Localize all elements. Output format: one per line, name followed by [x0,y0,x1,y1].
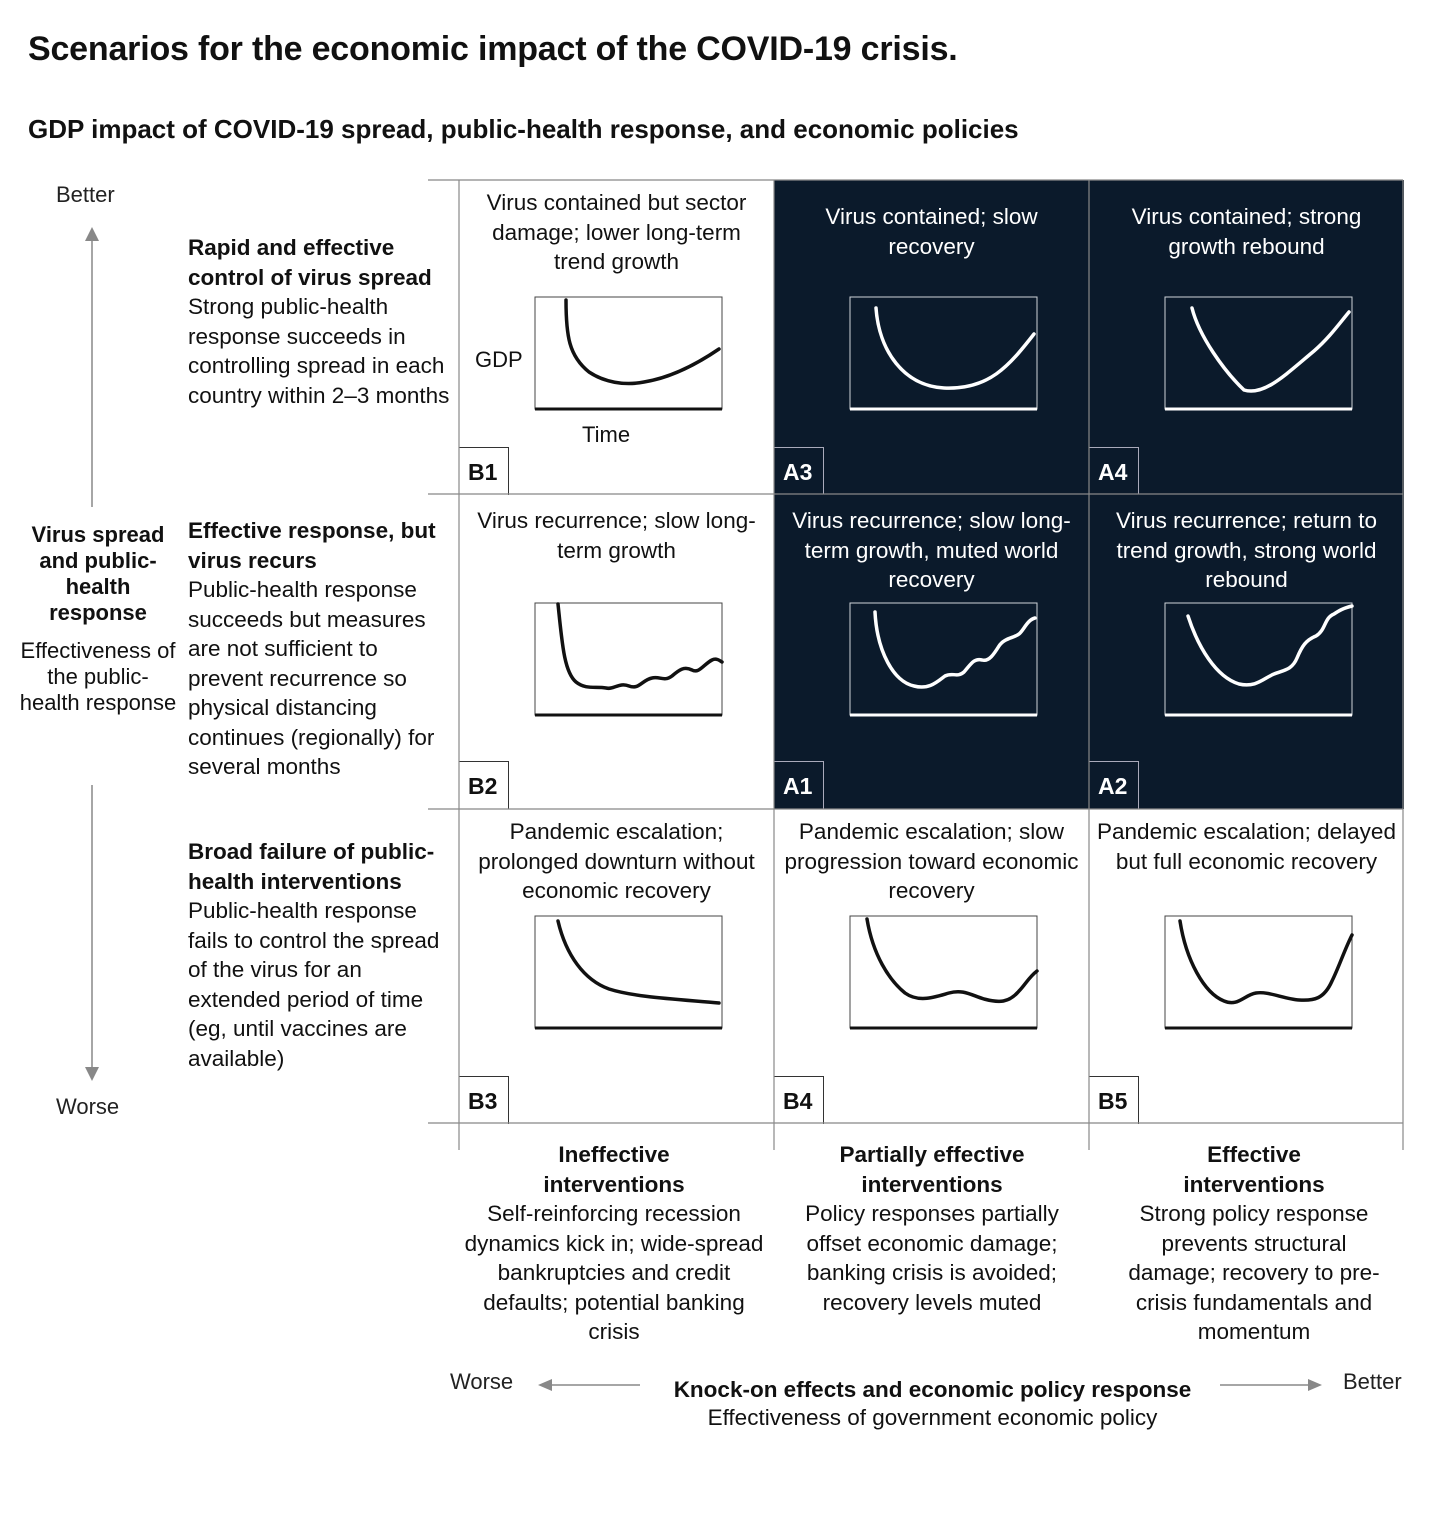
vertical-axis-top-label: Better [56,182,115,207]
vertical-axis-subtitle: Effectiveness of the public-health respo… [19,638,177,715]
vertical-axis-bottom-label: Worse [56,1094,120,1119]
scenario-code: B4 [774,1076,824,1124]
scenario-code: A4 [1089,447,1139,495]
scenario-cell-b2: Virus recurrence; slow long-term growth … [459,494,774,809]
scenario-code: A3 [774,447,824,495]
horizontal-axis-title: Knock-on effects and economic policy res… [673,1377,1192,1402]
scenario-caption: Virus recurrence; return to trend growth… [1116,508,1377,592]
scenario-caption: Virus contained but sector damage; lower… [486,190,747,274]
mini-chart-x-label: Time [582,422,631,447]
gdp-curve-chart [534,915,723,1030]
column-description-right: Effective interventions Strong policy re… [1104,1140,1404,1347]
vertical-axis-arrow [85,227,99,1081]
gdp-curve-chart [1164,915,1354,1030]
horizontal-axis-subtitle: Effectiveness of government economic pol… [707,1405,1158,1430]
scenario-cell-b3: Pandemic escalation; prolonged downturn … [459,809,774,1124]
gdp-curve-chart [1164,602,1354,717]
column-description-middle: Partially effective interventions Policy… [782,1140,1082,1317]
scenario-caption: Virus contained; strong growth rebound [1131,204,1362,259]
scenario-cell-a3: Virus contained; slow recovery A3 [774,180,1089,495]
scenario-code: B2 [459,761,509,809]
gdp-curve-chart [849,602,1038,717]
scenario-caption: Virus recurrence; slow long-term growth,… [792,508,1071,592]
column-heading: Effective interventions [1183,1142,1325,1197]
row-heading: Effective response, but virus recurs [188,518,436,573]
page-subtitle: GDP impact of COVID-19 spread, public-he… [28,114,1019,144]
row-heading: Broad failure of public-health intervent… [188,839,435,894]
page-title: Scenarios for the economic impact of the… [28,30,958,68]
scenario-cell-a4: Virus contained; strong growth rebound A… [1089,180,1404,495]
row-description-bottom: Broad failure of public-health intervent… [188,837,450,1073]
scenario-code: A2 [1089,761,1139,809]
vertical-axis-label: Virus spread and public-health response … [18,522,178,716]
scenario-caption: Virus recurrence; slow long-term growth [477,508,756,563]
column-body: Strong policy response prevents structur… [1128,1201,1380,1344]
horizontal-axis-left-label: Worse [450,1369,514,1394]
scenario-caption: Pandemic escalation; delayed but full ec… [1097,819,1396,874]
row-description-top: Rapid and effective control of virus spr… [188,233,450,410]
row-heading: Rapid and effective control of virus spr… [188,235,432,290]
row-body: Strong public-health response succeeds i… [188,294,450,408]
right-arrow-icon [1220,1379,1322,1391]
row-body: Public-health response fails to control … [188,898,440,1071]
gdp-curve-chart [534,602,724,717]
gdp-curve-chart [1164,296,1353,411]
mini-chart-y-label: GDP [475,347,523,372]
scenario-cell-b1: Virus contained but sector damage; lower… [459,180,774,495]
gdp-curve-chart [534,296,723,411]
column-heading: Partially effective interventions [839,1142,1025,1197]
scenario-code: A1 [774,761,824,809]
column-heading: Ineffective interventions [543,1142,685,1197]
scenario-cell-b5: Pandemic escalation; delayed but full ec… [1089,809,1404,1124]
column-description-left: Ineffective interventions Self-reinforci… [464,1140,764,1347]
vertical-axis-title: Virus spread and public-health response [31,522,165,625]
scenario-cell-a1: Virus recurrence; slow long-term growth,… [774,494,1089,809]
scenario-caption: Virus contained; slow recovery [825,204,1038,259]
gdp-curve-chart [849,915,1039,1030]
left-arrow-icon [538,1379,640,1391]
column-body: Policy responses partially offset econom… [805,1201,1059,1315]
scenario-code: B5 [1089,1076,1139,1124]
scenario-caption: Pandemic escalation; slow progression to… [784,819,1079,903]
horizontal-axis-right-label: Better [1343,1369,1402,1394]
scenario-cell-b4: Pandemic escalation; slow progression to… [774,809,1089,1124]
gdp-curve-chart [849,296,1038,411]
scenario-cell-a2: Virus recurrence; return to trend growth… [1089,494,1404,809]
column-body: Self-reinforcing recession dynamics kick… [464,1201,764,1344]
row-body: Public-health response succeeds but meas… [188,577,435,779]
scenario-caption: Pandemic escalation; prolonged downturn … [478,819,755,903]
scenario-code: B3 [459,1076,509,1124]
row-description-middle: Effective response, but virus recurs Pub… [188,516,450,782]
scenario-code: B1 [459,447,509,495]
